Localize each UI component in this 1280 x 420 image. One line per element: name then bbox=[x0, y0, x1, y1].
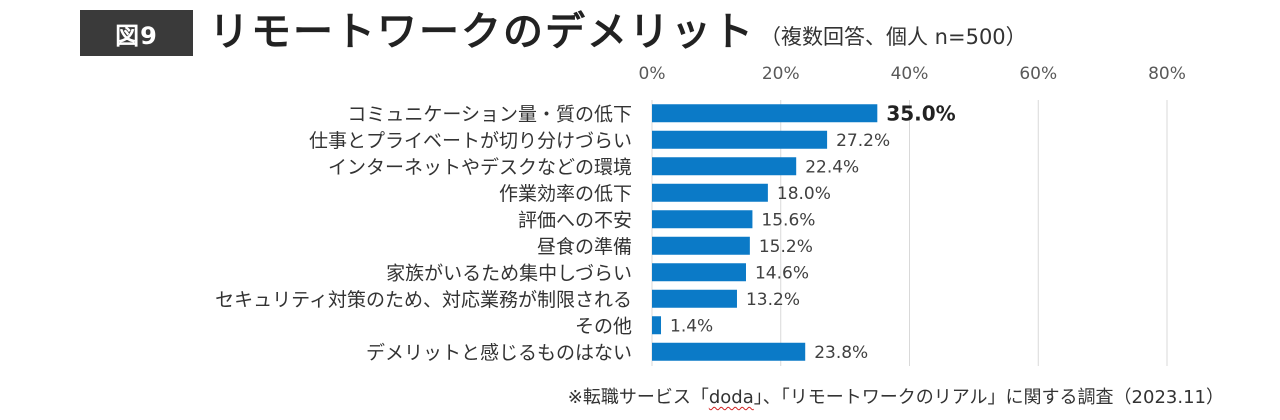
bar bbox=[652, 157, 797, 176]
chart-subtitle: （複数回答、個人 n=500） bbox=[760, 25, 1027, 49]
x-tick-label: 60% bbox=[1019, 64, 1057, 84]
data-label: 35.0% bbox=[886, 101, 955, 125]
category-label: 家族がいるため集中しづらい bbox=[386, 262, 632, 284]
x-tick-label: 80% bbox=[1148, 64, 1186, 84]
category-label: セキュリティ対策のため、対応業務が制限される bbox=[215, 289, 632, 311]
data-label: 13.2% bbox=[746, 290, 800, 310]
data-label: 23.8% bbox=[814, 343, 868, 363]
bar bbox=[652, 263, 746, 282]
bar bbox=[652, 342, 806, 361]
source-prefix: ※転職サービス「 bbox=[567, 387, 709, 408]
category-label: デメリットと感じるものはない bbox=[366, 342, 632, 364]
data-label: 27.2% bbox=[836, 131, 890, 151]
bar bbox=[652, 104, 878, 123]
source-suffix: 」、「リモートワークのリアル」に関する調査（2023.11） bbox=[753, 387, 1224, 408]
x-axis-ticks: 0% 20% 40% 60% 80% bbox=[639, 64, 1186, 84]
category-label: 作業効率の低下 bbox=[499, 183, 632, 205]
bar bbox=[652, 210, 753, 229]
data-label: 15.6% bbox=[761, 210, 815, 230]
data-labels: 35.0% 27.2% 22.4% 18.0% 15.6% 15.2% 14.6% 13.2%… bbox=[670, 101, 956, 363]
x-tick-label: 40% bbox=[891, 64, 929, 84]
category-label: 昼食の準備 bbox=[537, 236, 632, 258]
category-label: 評価への不安 bbox=[518, 209, 632, 231]
bar bbox=[652, 130, 828, 149]
data-label: 22.4% bbox=[805, 157, 859, 177]
category-label: その他 bbox=[575, 315, 632, 337]
category-label: インターネットやデスクなどの環境 bbox=[328, 156, 632, 178]
data-label: 14.6% bbox=[755, 263, 809, 283]
bar bbox=[652, 316, 662, 335]
bar bbox=[652, 236, 750, 255]
figure-badge: 図9 bbox=[80, 10, 193, 56]
bar bbox=[652, 183, 768, 202]
data-label: 18.0% bbox=[777, 184, 831, 204]
category-label: 仕事とプライベートが切り分けづらい bbox=[309, 130, 632, 152]
category-labels: コミュニケーション量・質の低下仕事とプライベートが切り分けづらいインターネットや… bbox=[215, 103, 632, 364]
bar bbox=[652, 289, 737, 308]
bars bbox=[652, 104, 878, 361]
x-tick-label: 0% bbox=[639, 64, 666, 84]
source-brand: doda bbox=[708, 387, 754, 408]
x-tick-label: 20% bbox=[762, 64, 800, 84]
chart-title: リモートワークのデメリット bbox=[209, 9, 755, 55]
data-label: 15.2% bbox=[759, 237, 813, 257]
category-label: コミュニケーション量・質の低下 bbox=[347, 103, 632, 125]
source-note: ※転職サービス「doda」、「リモートワークのリアル」に関する調査（2023.1… bbox=[568, 384, 1224, 412]
data-label: 1.4% bbox=[670, 316, 713, 336]
